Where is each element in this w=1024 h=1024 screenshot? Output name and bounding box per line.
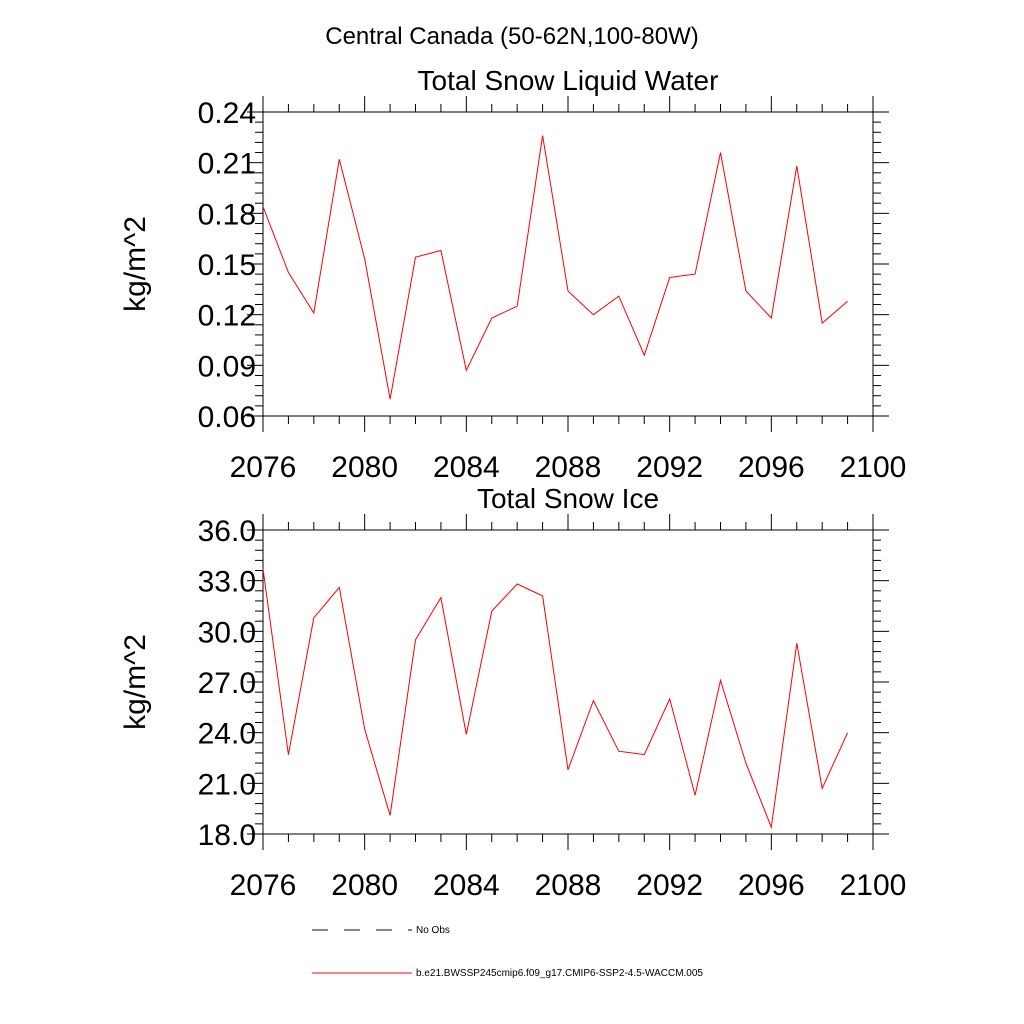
y-tick-label: 0.24 [198,97,256,130]
x-tick-label: 2088 [535,869,602,902]
y-tick-label: 0.21 [198,148,256,181]
y-tick-label: 0.06 [198,401,256,434]
legend-label-model: b.e21.BWSSP245cmip6.f09_g17.CMIP6-SSP2-4… [416,968,703,979]
y-tick-label: 0.18 [198,198,256,231]
plot-frame [262,111,874,417]
panel-snow-ice: Total Snow Ice kg/m^2 2076 2080 2084 2088 2092… [119,483,906,902]
y-tick-label: 33.0 [198,566,256,599]
y-tick-label: 21.0 [198,768,256,801]
figure-title: Central Canada (50-62N,100-80W) [325,23,699,50]
x-tick-label: 2096 [738,869,805,902]
x-tick-label: 2096 [738,451,805,484]
y-tick-label: 27.0 [198,667,256,700]
y-axis-label: kg/m^2 [119,634,152,730]
y-tick-label: 36.0 [198,515,256,548]
x-tick-label: 2088 [535,451,602,484]
x-tick-label: 2100 [840,451,907,484]
x-tick-label: 2084 [433,869,500,902]
x-tick-label: 2092 [636,451,703,484]
y-tick-label: 0.09 [198,350,256,383]
x-tick-label: 2092 [636,869,703,902]
legend: No Obs b.e21.BWSSP245cmip6.f09_g17.CMIP6… [312,925,703,979]
panel-snow-liquid-water: Total Snow Liquid Water kg/m^2 2076 2080 208… [119,65,906,484]
y-tick-label: 24.0 [198,718,256,751]
plot-frame [262,529,874,835]
legend-label-no-obs: No Obs [416,925,450,936]
y-axis-label: kg/m^2 [119,216,152,312]
panel-title: Total Snow Liquid Water [418,65,719,96]
panel-title: Total Snow Ice [477,483,659,514]
x-tick-label: 2076 [230,869,297,902]
y-tick-label: 18.0 [198,819,256,852]
y-tick-label: 0.12 [198,300,256,333]
y-tick-label: 0.15 [198,249,256,282]
x-tick-label: 2080 [331,451,398,484]
x-tick-label: 2080 [331,869,398,902]
series-line [262,135,848,400]
y-tick-label: 30.0 [198,616,256,649]
x-tick-label: 2100 [840,869,907,902]
series-line [262,568,849,830]
x-tick-label: 2084 [433,451,500,484]
x-tick-label: 2076 [230,451,297,484]
